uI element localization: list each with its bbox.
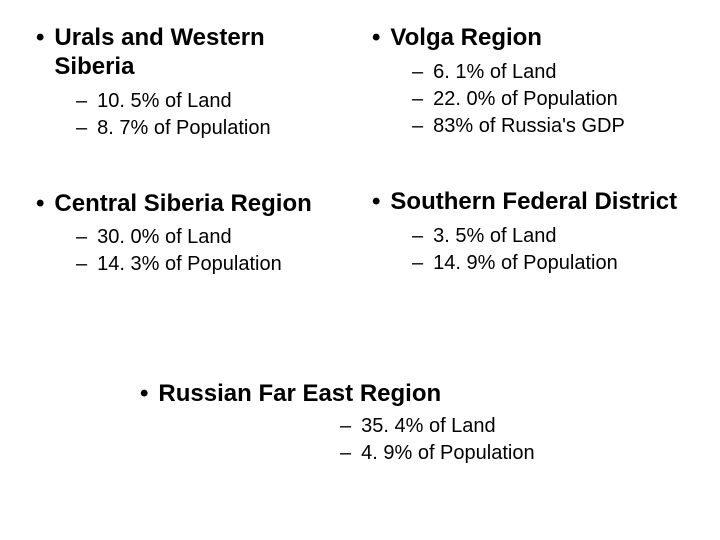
subitem-text: 4. 9% of Population [361,440,534,467]
dash-icon: – [412,59,423,86]
subitem-text: 30. 0% of Land [97,224,232,251]
region-volga: • Volga Region – 6. 1% of Land – 22. 0% … [372,24,684,140]
bullet-icon: • [36,190,44,219]
region-subitems: – 10. 5% of Land – 8. 7% of Population [76,88,348,142]
subitem: – 6. 1% of Land [412,59,684,86]
subitem: – 8. 7% of Population [76,115,348,142]
region-title-text: Urals and Western Siberia [54,24,348,82]
region-title: • Southern Federal District [372,188,684,217]
dash-icon: – [412,250,423,277]
subitem: – 22. 0% of Population [412,86,684,113]
dash-icon: – [412,223,423,250]
bullet-icon: • [372,24,380,53]
subitem: – 14. 3% of Population [76,251,348,278]
dash-icon: – [76,224,87,251]
subitem-text: 10. 5% of Land [97,88,232,115]
bullet-icon: • [140,380,148,409]
subitem-text: 83% of Russia's GDP [433,113,625,140]
region-subitems: – 6. 1% of Land – 22. 0% of Population –… [412,59,684,140]
region-fareast: • Russian Far East Region – 35. 4% of La… [0,380,720,467]
subitem: – 83% of Russia's GDP [412,113,684,140]
region-title: • Russian Far East Region [140,380,720,409]
region-subitems: – 30. 0% of Land – 14. 3% of Population [76,224,348,278]
subitem-text: 14. 3% of Population [97,251,282,278]
two-column-layout: • Urals and Western Siberia – 10. 5% of … [36,24,684,326]
region-title-text: Southern Federal District [390,188,677,217]
dash-icon: – [340,413,351,440]
right-column: • Volga Region – 6. 1% of Land – 22. 0% … [372,24,684,326]
region-title-text: Volga Region [390,24,542,53]
region-subitems: – 3. 5% of Land – 14. 9% of Population [412,223,684,277]
dash-icon: – [412,86,423,113]
subitem: – 35. 4% of Land [340,413,535,440]
dash-icon: – [412,113,423,140]
region-subitems: – 35. 4% of Land – 4. 9% of Population [340,413,720,467]
region-urals: • Urals and Western Siberia – 10. 5% of … [36,24,348,142]
left-column: • Urals and Western Siberia – 10. 5% of … [36,24,348,326]
subitem-text: 6. 1% of Land [433,59,556,86]
dash-icon: – [76,251,87,278]
region-title: • Urals and Western Siberia [36,24,348,82]
dash-icon: – [340,440,351,467]
bullet-icon: • [36,24,44,53]
subitem: – 14. 9% of Population [412,250,684,277]
subitem-text: 22. 0% of Population [433,86,618,113]
subitem-text: 3. 5% of Land [433,223,556,250]
region-central: • Central Siberia Region – 30. 0% of Lan… [36,190,348,279]
region-title: • Central Siberia Region [36,190,348,219]
subitem: – 10. 5% of Land [76,88,348,115]
region-title-text: Central Siberia Region [54,190,311,219]
subitem: – 3. 5% of Land [412,223,684,250]
dash-icon: – [76,115,87,142]
subitem-text: 8. 7% of Population [97,115,270,142]
region-title: • Volga Region [372,24,684,53]
region-title-text: Russian Far East Region [158,380,441,409]
subitem: – 30. 0% of Land [76,224,348,251]
bullet-icon: • [372,188,380,217]
subitem-text: 14. 9% of Population [433,250,618,277]
dash-icon: – [76,88,87,115]
subitem: – 4. 9% of Population [340,440,535,467]
subitem-text: 35. 4% of Land [361,413,496,440]
region-southern: • Southern Federal District – 3. 5% of L… [372,188,684,277]
